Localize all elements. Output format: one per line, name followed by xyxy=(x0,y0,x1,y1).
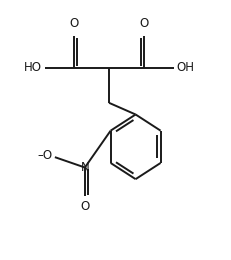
Text: –O: –O xyxy=(38,149,53,162)
Text: O: O xyxy=(138,17,148,30)
Text: OH: OH xyxy=(175,61,193,74)
Text: N: N xyxy=(80,161,89,174)
Text: HO: HO xyxy=(24,61,42,74)
Text: O: O xyxy=(80,200,89,213)
Text: O: O xyxy=(70,17,79,30)
